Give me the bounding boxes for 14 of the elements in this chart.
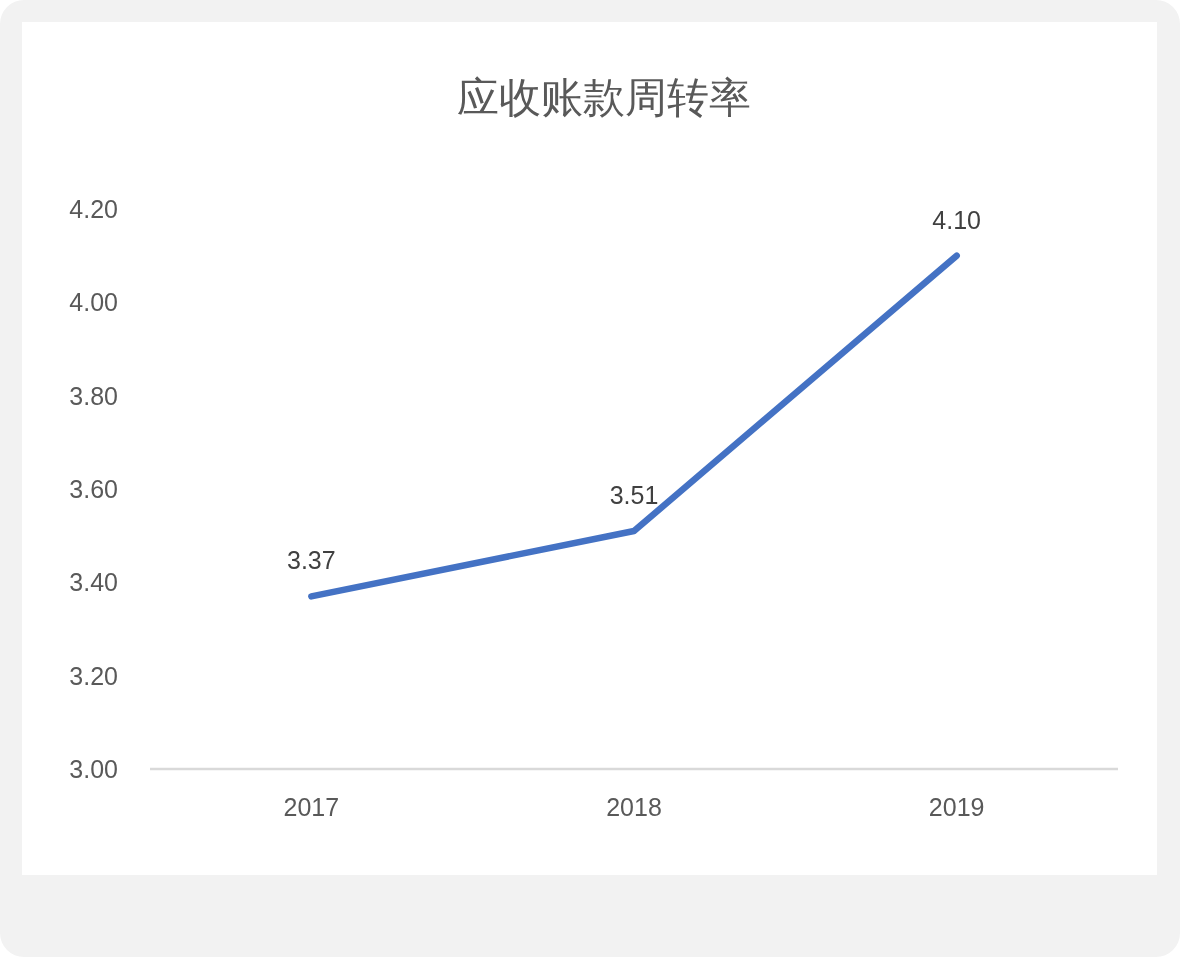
title: 应收账款周转率 [457, 74, 751, 121]
ytick: 3.80 [69, 381, 118, 410]
ytick: 4.00 [69, 288, 118, 317]
data-label: 4.10 [932, 205, 981, 234]
ytick: 4.20 [69, 195, 118, 223]
xtick: 2018 [606, 793, 662, 821]
xtick: 2019 [928, 793, 985, 821]
ytick: 3.40 [69, 568, 118, 597]
ytick: 3.00 [69, 755, 118, 783]
ytick: 3.20 [69, 661, 118, 690]
data-label: 3.51 [609, 481, 659, 509]
ytick: 3.60 [69, 475, 118, 503]
xtick: 2017 [283, 793, 340, 821]
data-label: 3.37 [287, 546, 336, 575]
